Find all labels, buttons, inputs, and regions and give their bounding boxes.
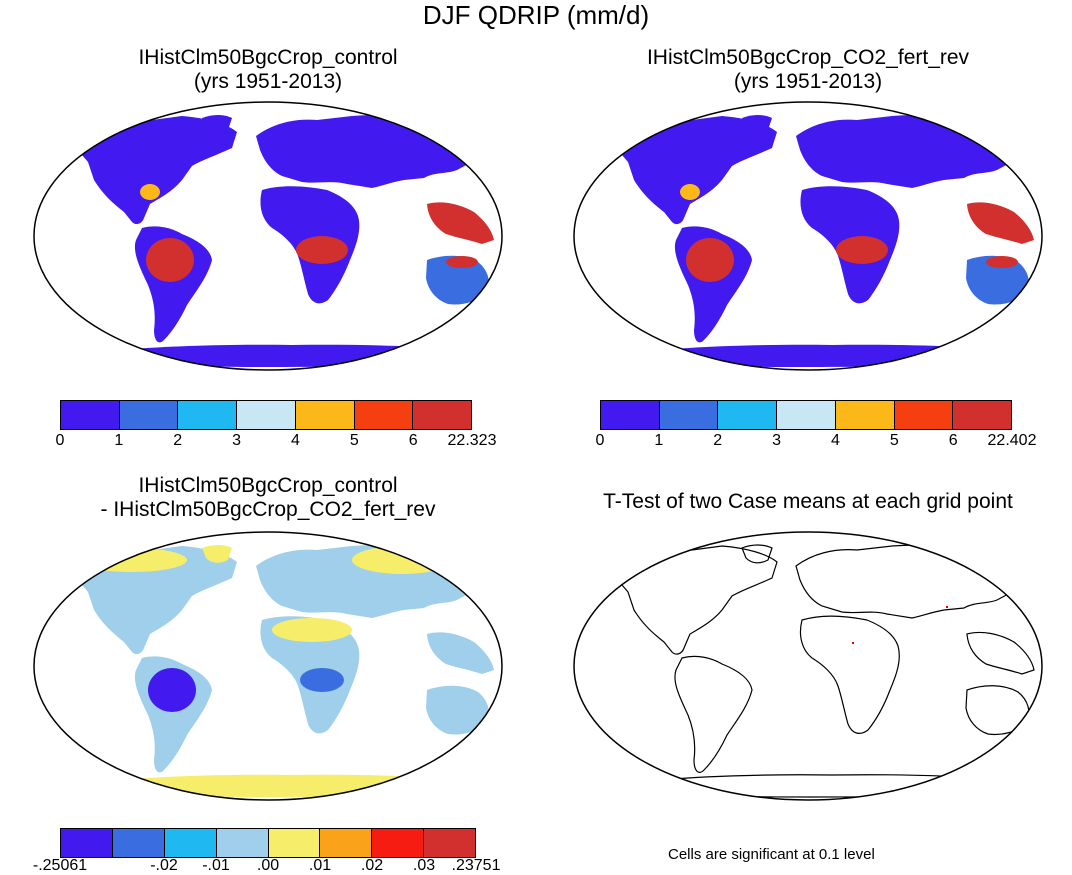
colorbar-diff-tick-label: -.25061 bbox=[32, 857, 88, 874]
colorbar-co2-tick-label: 5 bbox=[889, 432, 899, 449]
map-diff bbox=[32, 530, 504, 807]
colorbar-diff-swatch bbox=[320, 829, 373, 857]
colorbar-diff-swatches bbox=[60, 828, 476, 858]
colorbar-control-swatch bbox=[237, 401, 296, 429]
colorbar-control-tick-label: 4 bbox=[290, 432, 300, 449]
colorbar-control-tick-label: 1 bbox=[114, 432, 124, 449]
colorbar-diff-swatch bbox=[61, 829, 113, 857]
colorbar-co2-tick-label: 1 bbox=[654, 432, 664, 449]
colorbar-co2-swatches bbox=[600, 400, 1012, 430]
colorbar-diff-ticks: -.25061 -.02 -.01 .00 .01 .02 .03 .23751 bbox=[33, 857, 501, 875]
colorbar-control-tick-label: 6 bbox=[408, 432, 418, 449]
colorbar-diff-swatch bbox=[216, 829, 269, 857]
colorbar-diff-tick-label: -.02 bbox=[150, 857, 178, 874]
colorbar-co2-tick-label: 3 bbox=[772, 432, 782, 449]
panel-title-co2-line2: (yrs 1951-2013) bbox=[733, 70, 883, 93]
colorbar-diff-tick-label: -.01 bbox=[202, 857, 230, 874]
panel-title-co2-line1: IHistClm50BgcCrop_CO2_fert_rev bbox=[646, 46, 970, 69]
colorbar-diff-tick-label: .00 bbox=[256, 857, 280, 874]
colorbar-control-swatch bbox=[295, 401, 355, 429]
figure-title: DJF QDRIP (mm/d) bbox=[422, 0, 650, 30]
colorbar-diff-swatch bbox=[372, 829, 425, 857]
colorbar-diff bbox=[60, 828, 476, 858]
colorbar-control-ticks: 0 1 2 3 4 5 6 22.323 bbox=[56, 432, 497, 452]
colorbar-co2-swatch bbox=[718, 401, 778, 429]
colorbar-co2-tick-label: 2 bbox=[713, 432, 723, 449]
colorbar-control bbox=[60, 400, 472, 430]
colorbar-diff-swatch bbox=[268, 829, 321, 857]
colorbar-control-tick-label: 5 bbox=[349, 432, 359, 449]
colorbar-co2-ticks: 0 1 2 3 4 5 6 22.402 bbox=[596, 432, 1037, 452]
panel-title-diff-line2: - IHistClm50BgcCrop_CO2_fert_rev bbox=[100, 498, 436, 521]
colorbar-control-swatch bbox=[61, 401, 120, 429]
colorbar-co2 bbox=[600, 400, 1012, 430]
panel-title-ttest-line1: T-Test of two Case means at each grid po… bbox=[603, 490, 1013, 513]
colorbar-control-tick-label: 0 bbox=[55, 432, 65, 449]
colorbar-control-swatch bbox=[119, 401, 179, 429]
colorbar-control-tick-label: 22.323 bbox=[447, 432, 497, 449]
map-control bbox=[32, 100, 504, 377]
colorbar-control-tick-label: 2 bbox=[173, 432, 183, 449]
colorbar-co2-tick-label: 22.402 bbox=[987, 432, 1037, 449]
ttest-note: Cells are significant at 0.1 level bbox=[668, 846, 875, 863]
colorbar-diff-swatch bbox=[112, 829, 165, 857]
colorbar-co2-swatch bbox=[953, 401, 1012, 429]
panel-title-diff: IHistClm50BgcCrop_control - IHistClm50Bg… bbox=[0, 474, 536, 522]
colorbar-diff-tick-label: .03 bbox=[412, 857, 436, 874]
colorbar-co2-tick-label: 0 bbox=[595, 432, 605, 449]
colorbar-control-swatch bbox=[413, 401, 472, 429]
colorbar-diff-tick-label: .02 bbox=[360, 857, 384, 874]
colorbar-diff-swatch bbox=[164, 829, 217, 857]
colorbar-diff-swatch bbox=[424, 829, 475, 857]
panel-title-co2: IHistClm50BgcCrop_CO2_fert_rev (yrs 1951… bbox=[540, 46, 1072, 94]
colorbar-co2-swatch bbox=[601, 401, 660, 429]
colorbar-diff-tick-label: .23751 bbox=[451, 857, 501, 874]
colorbar-control-tick-label: 3 bbox=[232, 432, 242, 449]
map-co2 bbox=[572, 100, 1044, 377]
colorbar-control-swatch bbox=[178, 401, 238, 429]
colorbar-diff-tick-label: .01 bbox=[308, 857, 332, 874]
panel-title-control-line1: IHistClm50BgcCrop_control bbox=[138, 46, 398, 69]
colorbar-co2-tick-label: 4 bbox=[830, 432, 840, 449]
panel-title-control: IHistClm50BgcCrop_control (yrs 1951-2013… bbox=[0, 46, 536, 94]
colorbar-co2-swatch bbox=[835, 401, 895, 429]
panel-title-diff-line1: IHistClm50BgcCrop_control bbox=[138, 474, 398, 497]
colorbar-co2-tick-label: 6 bbox=[948, 432, 958, 449]
colorbar-co2-swatch bbox=[659, 401, 719, 429]
panel-title-ttest: T-Test of two Case means at each grid po… bbox=[540, 490, 1072, 514]
colorbar-co2-swatch bbox=[894, 401, 954, 429]
map-ttest bbox=[572, 530, 1044, 807]
colorbar-co2-swatch bbox=[777, 401, 836, 429]
colorbar-control-swatches bbox=[60, 400, 472, 430]
panel-title-control-line2: (yrs 1951-2013) bbox=[193, 70, 343, 93]
colorbar-control-swatch bbox=[354, 401, 414, 429]
